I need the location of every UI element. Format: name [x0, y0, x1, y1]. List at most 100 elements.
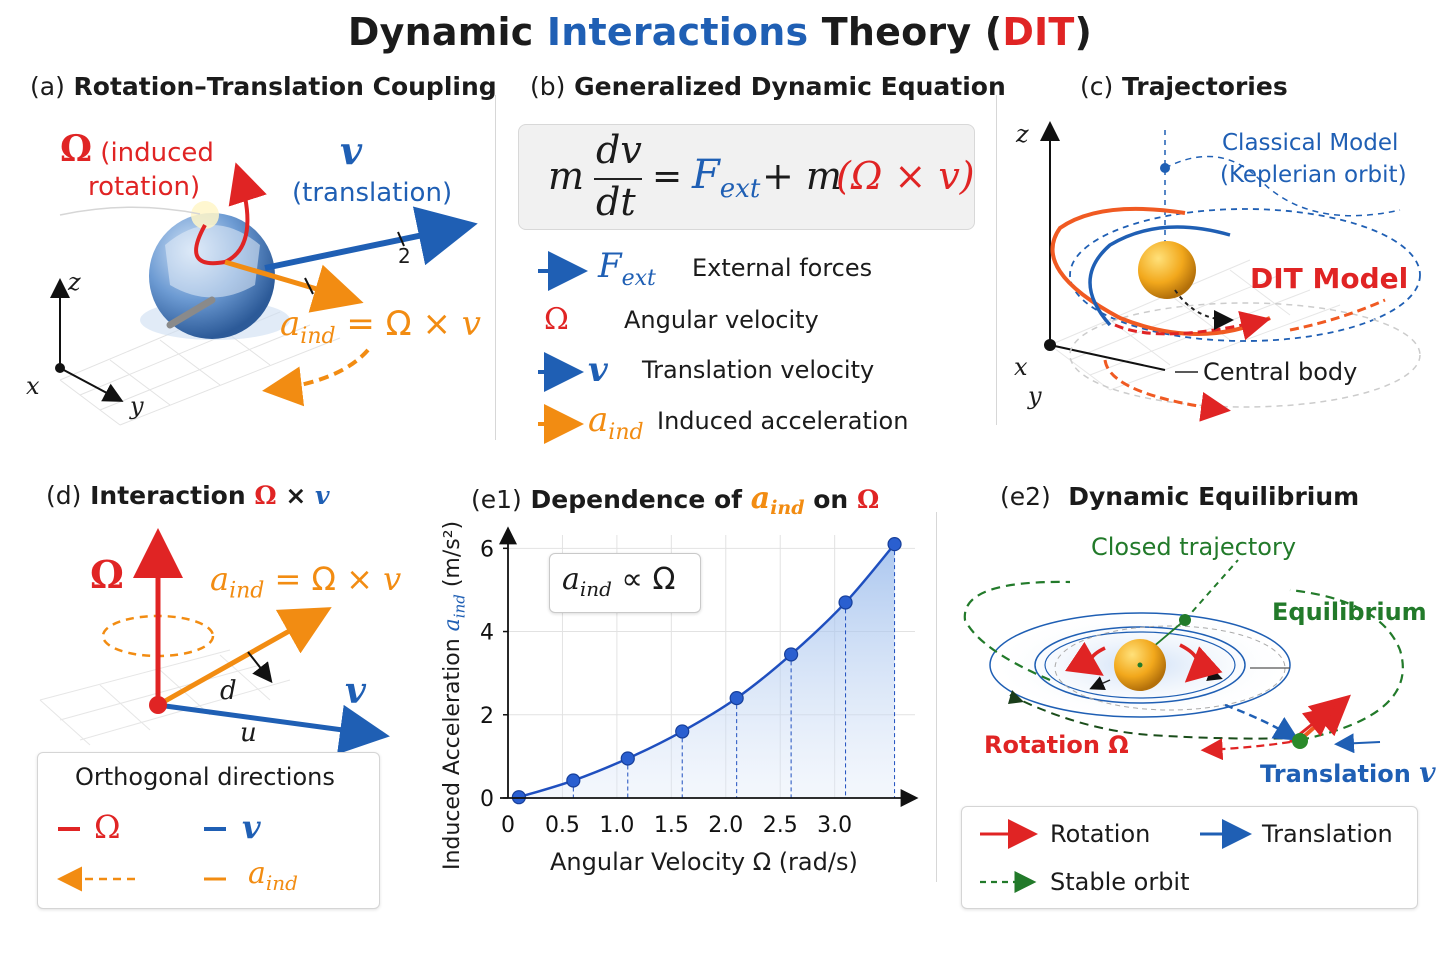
legend-b-text-2: Translation velocity: [642, 356, 875, 384]
panel-e1-title-a: a: [750, 481, 771, 516]
v-vector-d: [157, 702, 390, 755]
chart-y-tick-label: 0: [480, 787, 494, 812]
aind-d-sub: ind: [229, 578, 265, 604]
legend-b-omega: Ω: [544, 302, 569, 337]
legend-b-F-sub: ext: [621, 265, 656, 291]
origin-dot-c: [1044, 339, 1056, 351]
dit-orbit-blue: [1088, 225, 1231, 327]
aind-v: v: [461, 304, 481, 344]
e2-blue-dashed-arrow: [1224, 703, 1300, 741]
panel-d-title-x: ×: [276, 481, 315, 510]
chart-x-tick-label: 3.0: [817, 813, 852, 838]
chart-x-tick-label: 0: [501, 813, 515, 838]
legend-b-a: aind: [588, 400, 644, 445]
chart-y-tick-label: 2: [480, 704, 494, 729]
panel-e2-letter: (e2): [1000, 482, 1051, 511]
panel-a-title: (a) Rotation–Translation Coupling: [30, 72, 497, 101]
chart-point: [784, 647, 799, 662]
omega-label-d: Ω: [90, 552, 124, 597]
mark-2: 2: [398, 244, 411, 268]
chart-x-ticks: 0 0.5 1.0 1.5 2.0 2.5 3.0: [501, 813, 852, 838]
legend-b-text-3: Induced acceleration: [657, 407, 909, 435]
eq-F: Fext: [692, 152, 760, 204]
panel-a-letter: (a): [30, 72, 65, 101]
tick-mark: [397, 231, 405, 247]
panel-c-letter: (c): [1080, 72, 1114, 101]
eq-F-sub: ext: [719, 174, 761, 204]
omega-text-1: (induced: [92, 138, 214, 168]
dit-model-label: DIT Model: [1250, 262, 1409, 295]
chart-y-tick-label: 6: [480, 537, 494, 562]
e2-radial-arrow-left: [1089, 676, 1111, 690]
eq-dt: dt: [596, 180, 636, 224]
central-body: [1138, 241, 1196, 299]
e2-rotation-right: [1179, 643, 1223, 683]
closed-trajectory-node: [1179, 614, 1191, 626]
legend-d-omega: Ω: [94, 808, 121, 846]
d-label: d: [220, 676, 237, 706]
classical-node: [1160, 163, 1170, 173]
eq-plus-m: + m: [762, 154, 842, 198]
legend-b-a-sym: a: [588, 400, 609, 440]
panel-e1-title-text: Dependence of: [530, 485, 751, 514]
rotation-omega-label: Rotation Ω: [984, 731, 1129, 759]
e2-green-orbit-left: [963, 580, 1071, 682]
eq-m: m: [548, 154, 585, 198]
chart-point: [887, 537, 902, 552]
proportional-box: [549, 553, 701, 613]
chart-point: [620, 751, 635, 766]
dit-dashed-arrow: [1114, 310, 1271, 341]
closed-trajectory-pointer: [1184, 559, 1239, 621]
chart-points: [511, 537, 902, 805]
central-body-arrow: [1174, 289, 1234, 330]
panel-a-axes: [50, 278, 124, 402]
eq-equals: =: [652, 156, 683, 197]
axis-y-a: y: [130, 392, 144, 420]
panel-e1-title: (e1) Dependence of aind on Ω: [471, 481, 879, 519]
e2-orbit-2: [1034, 626, 1246, 704]
equation-box: [518, 124, 975, 230]
legend-b-text-0: External forces: [692, 254, 873, 282]
chart-x-tick-label: 2.0: [708, 813, 743, 838]
rel-a: a: [562, 562, 580, 597]
legend-d-a-sym: a: [248, 856, 266, 891]
chart-xlabel: Angular Velocity Ω (rad/s): [550, 848, 858, 876]
title-part4: DIT: [1002, 10, 1075, 54]
chart-x-tick-label: 1.0: [599, 813, 634, 838]
classical-orbit: [1069, 208, 1421, 342]
v-symbol-a: v: [340, 128, 363, 173]
panel-a-title-text: Rotation–Translation Coupling: [73, 72, 497, 101]
u-label: u: [240, 718, 257, 748]
omega-symbol: Ω: [60, 128, 93, 170]
aind-a: a: [280, 304, 301, 344]
eq-fraction-bar: [594, 178, 642, 180]
panel-e2-title: (e2) Dynamic Equilibrium: [1000, 482, 1359, 511]
translation-v-label: Translation v: [1260, 756, 1435, 789]
chart-x-tick-label: 0.5: [545, 813, 580, 838]
aind-d-rhs: = Ω ×: [264, 560, 384, 598]
chart-point: [838, 595, 853, 610]
eq-F-sym: F: [692, 152, 720, 198]
page-title: Dynamic Interactions Theory (DIT): [0, 10, 1440, 54]
dit-lower-arrow: [1103, 359, 1231, 422]
legend-translation-text: Translation: [1262, 820, 1393, 848]
separator-ab: [495, 95, 496, 440]
panel-d-letter: (d): [46, 481, 82, 510]
classical-label-2: (Keplerian orbit): [1220, 162, 1407, 188]
axis-y-line-c: [1049, 344, 1166, 371]
proportional-relation: aind ∝ Ω: [562, 562, 675, 601]
e2-rotation-left: [1064, 641, 1106, 676]
eq-dv: dv: [596, 128, 642, 172]
panel-d-title-v: v: [314, 481, 330, 510]
translation-arrow: [264, 206, 478, 271]
equilibrium-label: Equilibrium: [1272, 598, 1427, 626]
rel-rhs: ∝ Ω: [611, 562, 676, 597]
translation-label: (translation): [292, 178, 453, 208]
